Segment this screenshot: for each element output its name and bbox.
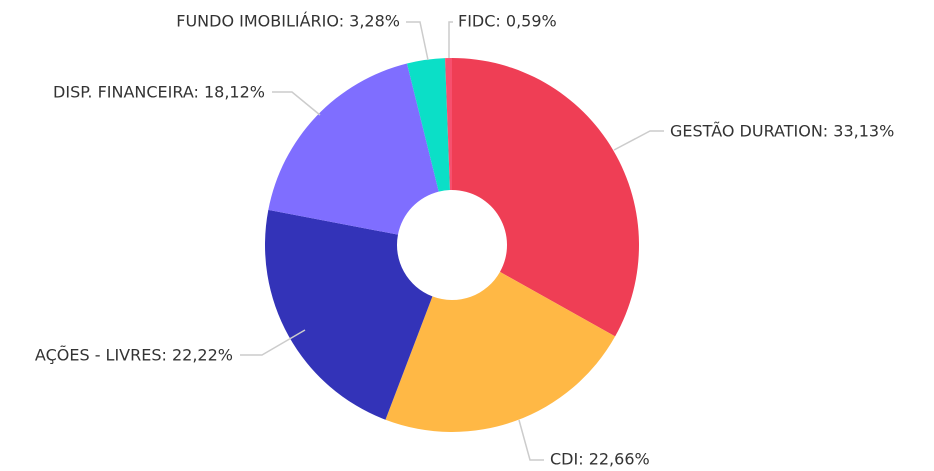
slice-label: GESTÃO DURATION: 33,13% <box>670 122 894 141</box>
slice <box>406 58 450 192</box>
slice <box>268 63 439 235</box>
slice <box>265 209 433 420</box>
leader-line <box>240 329 306 356</box>
slice-label: FUNDO IMOBILIÁRIO: 3,28% <box>176 12 400 31</box>
leader-line <box>613 130 664 151</box>
leader-line <box>518 419 544 461</box>
slice-label: AÇÕES - LIVRES: 22,22% <box>35 346 233 365</box>
slice <box>452 58 639 337</box>
slice <box>445 58 452 191</box>
leader-line <box>272 91 321 116</box>
leader-line <box>406 21 429 61</box>
slice-label: CDI: 22,66% <box>550 450 650 469</box>
slice-label: FIDC: 0,59% <box>458 12 557 31</box>
leader-line <box>448 21 453 58</box>
slice-label: DISP. FINANCEIRA: 18,12% <box>53 83 265 102</box>
slice <box>385 271 616 432</box>
